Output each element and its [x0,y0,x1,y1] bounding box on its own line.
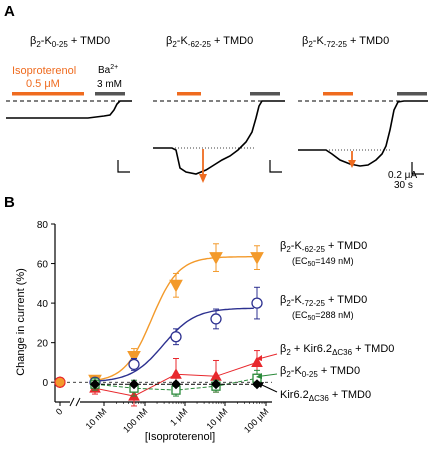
plot-marks [54,243,264,407]
legend-entry-kir62: Kir6.2ΔC36 + TMD0 [280,389,371,403]
data-point [129,379,139,390]
data-point [250,252,264,265]
legend-arrow-red [261,353,278,359]
data-point [210,313,222,325]
data-point [170,331,182,343]
scale-bar-2 [269,160,282,173]
data-point [251,356,263,367]
legend-arrow-green [261,373,278,377]
scale-current-label: 0.2 μA [388,170,417,181]
y-tick-label: 40 [37,299,49,310]
svg-text:β2 + Kir6.2ΔC36 + TMD0: β2 + Kir6.2ΔC36 + TMD0 [280,343,394,357]
x-tick-label: 0 [54,406,65,417]
legend-entry-k72: β2-K-72-25 + TMD0 (EC50=288 nM) [280,294,367,322]
data-point [127,351,141,364]
data-point [128,358,140,371]
x-axis-label: [Isoproterenol] [145,431,215,443]
current-trace-3 [298,100,428,167]
panel-a-label: A [4,3,15,20]
change-arrow-2-head [199,174,207,183]
x-tick-label: 10 μM [205,406,230,431]
svg-text:(EC50=288 nM): (EC50=288 nM) [292,310,354,322]
y-tick-label: 60 [37,260,49,271]
scale-bar-1 [117,160,130,173]
current-trace-2 [153,100,285,175]
ba-bar-1 [95,92,125,96]
legend-entry-k62: β2-K-62-25 + TMD0 (EC50=149 nM) [280,240,367,268]
drug-bar-2 [177,92,201,96]
y-tick-label: 80 [37,220,49,231]
trace-3-title: β2-K-72-25 + TMD0 [302,35,389,49]
data-point [171,379,181,390]
svg-text:β2-K-62-25 + TMD0: β2-K-62-25 + TMD0 [280,240,367,254]
data-point [252,379,262,390]
panel-b-label: B [4,194,15,211]
legend-entry-k0: β2-K0-25 + TMD0 [280,365,360,379]
data-point [209,252,223,265]
trace-2-title: β2-K-62-25 + TMD0 [166,35,253,49]
data-point [170,368,182,379]
svg-text:Kir6.2ΔC36 + TMD0: Kir6.2ΔC36 + TMD0 [280,389,371,403]
ba-bar-2 [250,92,280,96]
ba-label: Ba2+ [98,64,118,76]
legend-arrow-black-head [256,382,264,388]
data-point [169,279,183,293]
svg-text:β2-K-62-25 + TMD0: β2-K-62-25 + TMD0 [166,35,253,49]
drug-bar-1 [12,92,84,96]
y-tick-label: 0 [42,378,48,389]
y-axis-label: Change in current (%) [15,268,27,376]
scale-time-label: 30 s [394,180,413,191]
x-tick-label: 100 μM [242,406,270,434]
legend-entry-kir62-b2: β2 + Kir6.2ΔC36 + TMD0 [280,343,394,357]
x-tick-label: 1 μM [168,406,189,427]
fit-curve-k62 [91,256,254,382]
data-point-zero [54,376,66,388]
svg-text:(EC50=149 nM): (EC50=149 nM) [292,256,354,268]
data-point [211,379,221,390]
ba-conc: 3 mM [97,79,122,90]
current-trace-1 [6,100,132,119]
fit-curve-k72 [91,307,254,383]
legend-arrow-red-head [256,355,262,361]
ba-bar-3 [397,92,427,96]
data-point [251,297,263,309]
svg-text:β2-K0-25 + TMD0: β2-K0-25 + TMD0 [280,365,360,379]
legend-arrow-green-head [256,373,262,379]
change-arrow-3-head [348,160,356,168]
scale-bar-3 [411,162,424,175]
svg-text:β2-K-72-25 + TMD0: β2-K-72-25 + TMD0 [280,294,367,308]
y-tick-label: 20 [37,339,49,350]
isoproterenol-label: Isoproterenol [12,65,76,77]
legend-arrow-black [261,384,278,393]
svg-text:β2-K0-25 + TMD0: β2-K0-25 + TMD0 [30,35,110,49]
isoproterenol-conc: 0.5 μM [26,78,60,90]
data-point [90,379,100,390]
trace-1-title: β2-K0-25 + TMD0 [30,35,110,49]
axis-break-mark [69,397,75,407]
axis-break-mark [75,397,81,407]
x-tick-label: 10 nM [84,406,109,431]
drug-bar-3 [323,92,353,96]
svg-text:β2-K-72-25 + TMD0: β2-K-72-25 + TMD0 [302,35,389,49]
